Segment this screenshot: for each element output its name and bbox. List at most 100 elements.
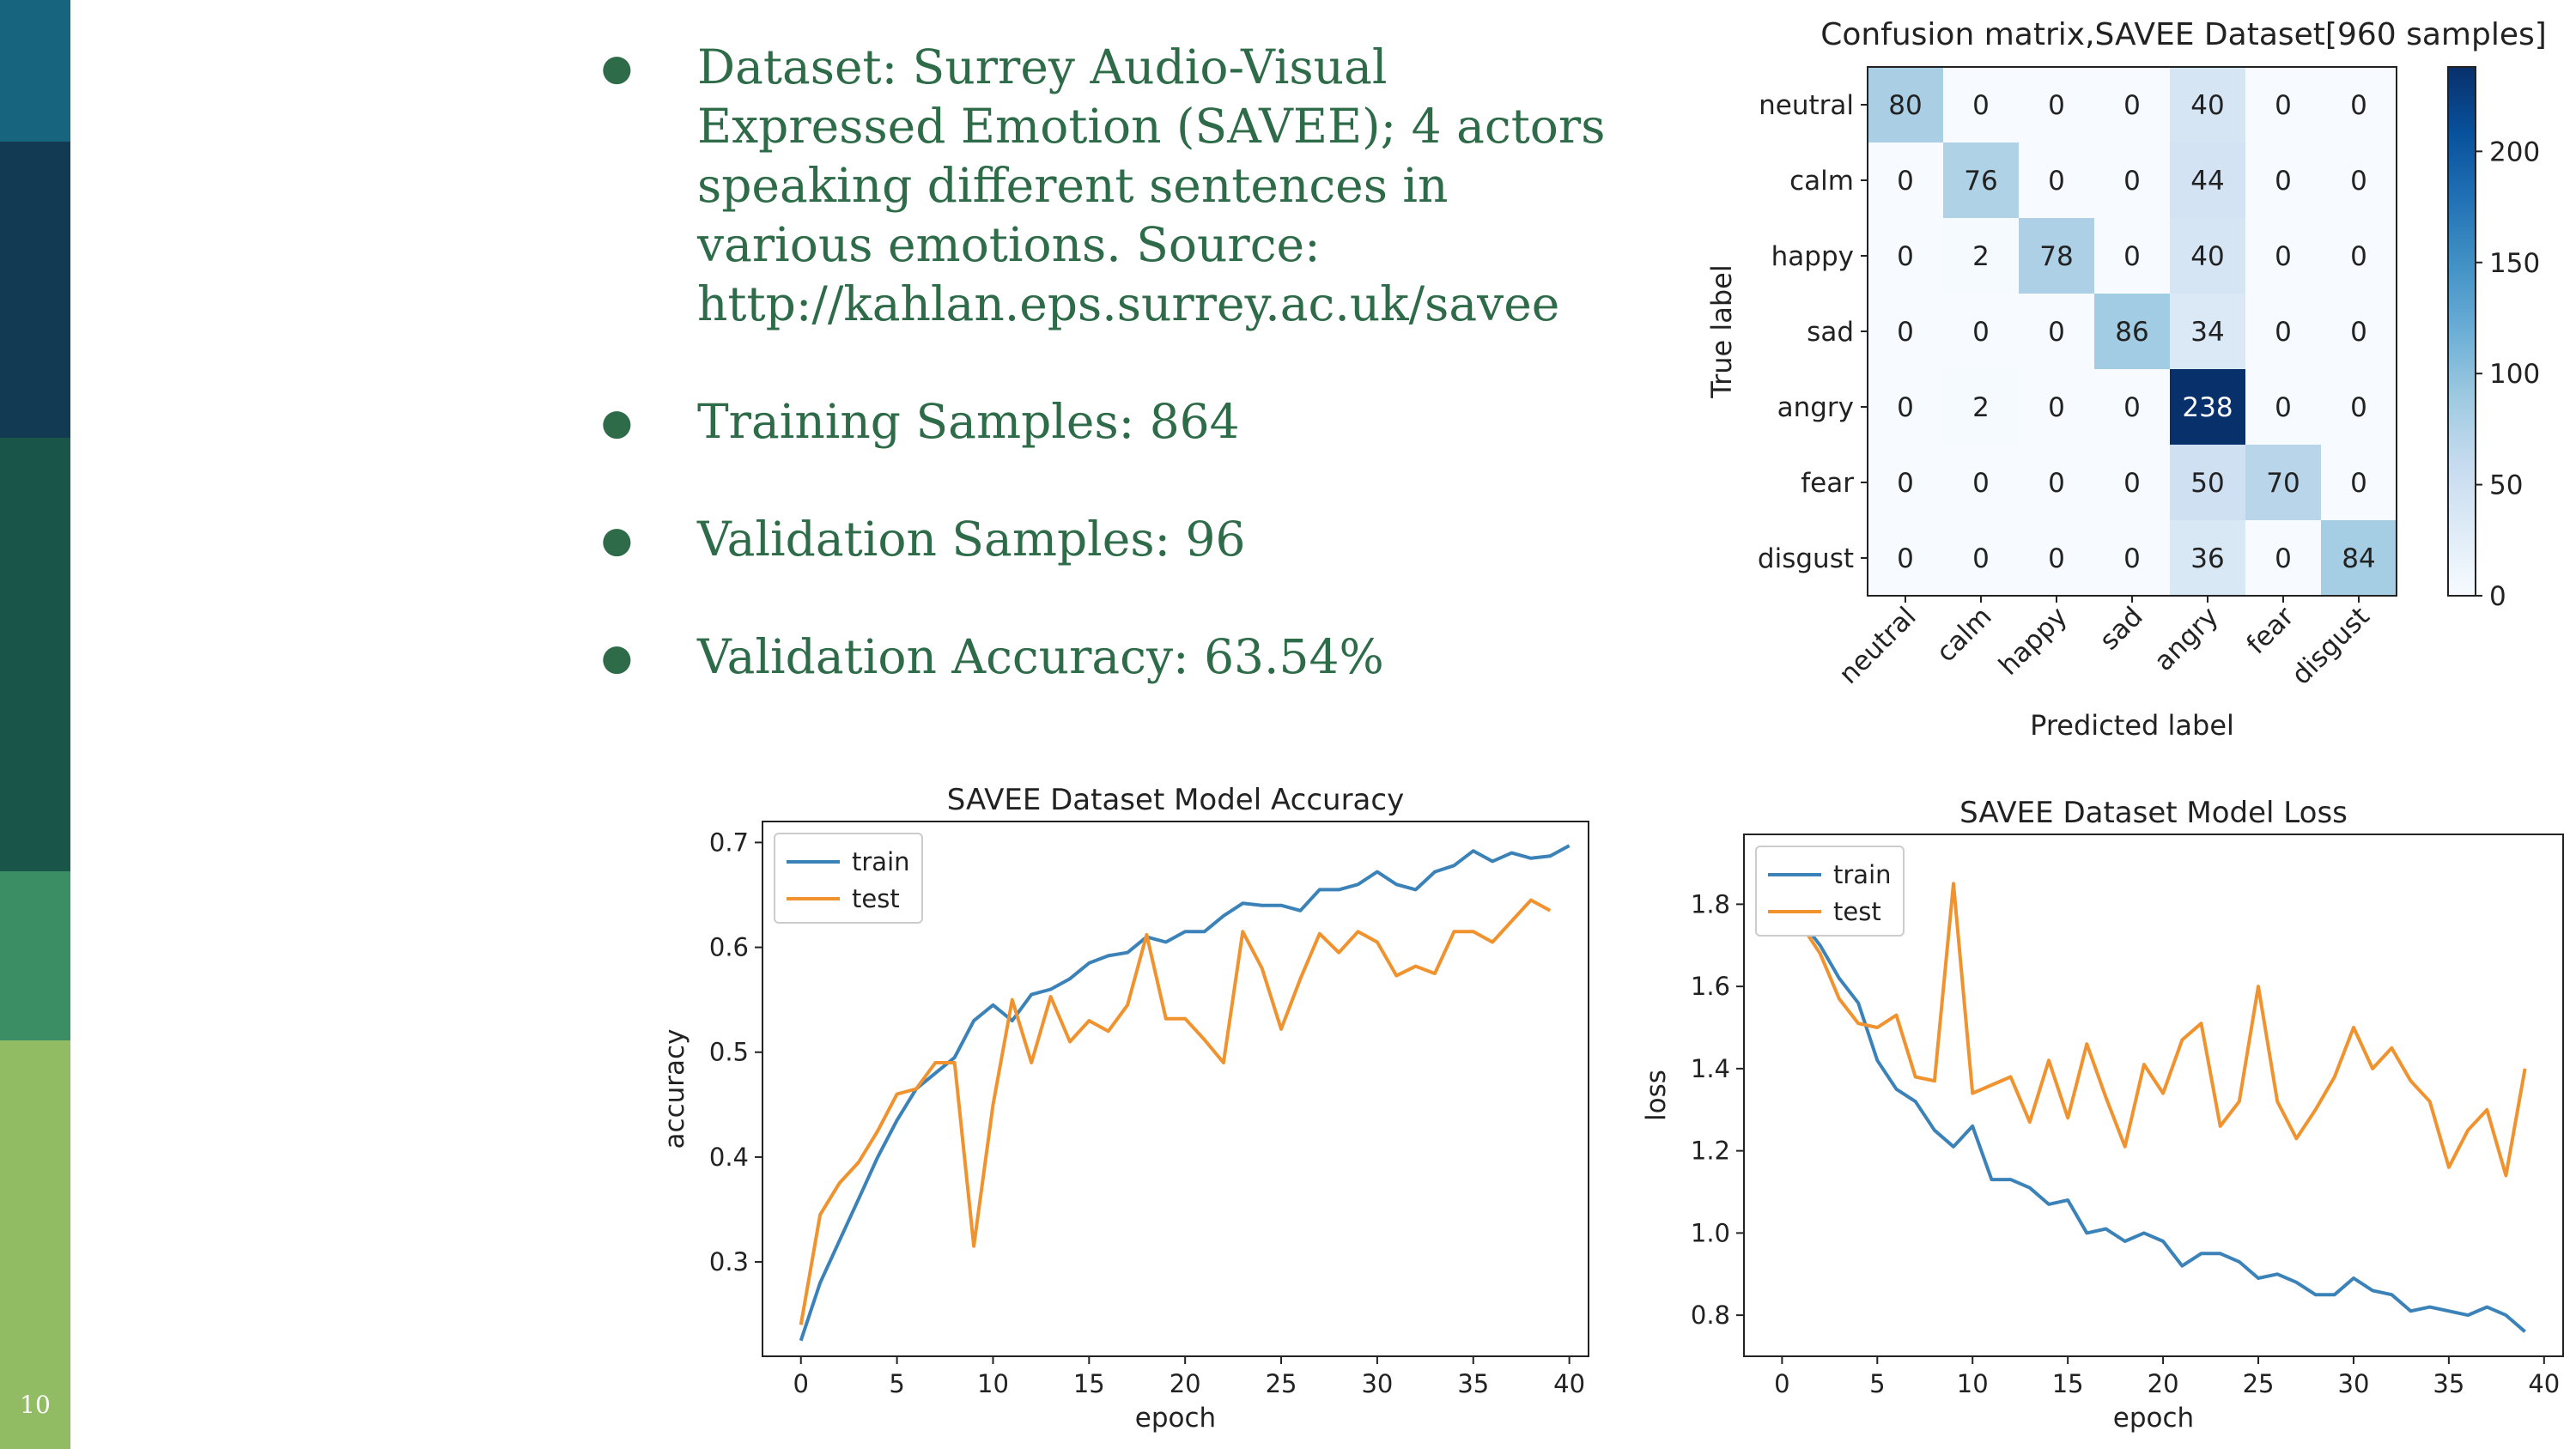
legend-label: test [1833, 897, 1881, 926]
y-tick-label: 0.4 [709, 1143, 749, 1172]
cm-cell-value: 86 [2115, 317, 2148, 348]
sidebar-band-5 [0, 1040, 70, 1449]
series-line-test [799, 898, 1552, 1325]
cm-cell [2170, 520, 2245, 596]
legend-label: test [852, 884, 900, 913]
cm-cell-value: 0 [2123, 392, 2141, 423]
cm-cell [1868, 67, 1943, 142]
cm-x-tick-label: sad [2093, 601, 2148, 656]
cm-cell-value: 40 [2190, 241, 2224, 272]
cm-cell-value: 238 [2182, 392, 2233, 423]
y-tick-label: 0.8 [1691, 1300, 1730, 1330]
cm-cell-value: 0 [1972, 543, 1990, 574]
cm-cell [1868, 369, 1943, 445]
cm-title: Confusion matrix,SAVEE Dataset[960 sampl… [1820, 17, 2547, 52]
x-tick-label: 25 [1266, 1369, 1297, 1398]
x-tick-label: 10 [977, 1369, 1009, 1398]
x-tick-label: 15 [1073, 1369, 1105, 1398]
cm-cell [2019, 142, 2094, 218]
cm-cell-value: 0 [2350, 90, 2367, 121]
y-axis-label: loss [1641, 1070, 1672, 1121]
x-tick-label: 10 [1957, 1369, 1989, 1398]
cm-cell-value: 0 [2350, 241, 2367, 272]
cm-colorbar-tick-label: 200 [2489, 136, 2540, 167]
cm-cell [2019, 369, 2094, 445]
cm-cell [2321, 520, 2397, 596]
sidebar-band-1 [0, 0, 70, 142]
cm-cell [1868, 520, 1943, 596]
y-tick-label: 1.6 [1691, 972, 1730, 1001]
cm-colorbar-tick-label: 50 [2489, 470, 2523, 501]
cm-cell-value: 36 [2190, 543, 2224, 574]
accuracy-chart: SAVEE Dataset Model Accuracy 0 5 10 15 20 25 30… [659, 783, 1589, 1434]
cm-cell [2094, 294, 2170, 369]
cm-cell-value: 0 [2048, 543, 2065, 574]
cm-cell [2245, 445, 2321, 520]
cm-y-tick-label: calm [1789, 166, 1854, 197]
cm-cell-value: 70 [2266, 468, 2300, 499]
cm-cell-value: 2 [1972, 392, 1990, 423]
y-tick-label: 1.4 [1691, 1054, 1730, 1083]
cm-cell [1943, 294, 2019, 369]
cm-cell-value: 2 [1972, 241, 1990, 272]
cm-cell-value: 0 [2123, 468, 2141, 499]
bullet-training-samples: Training Samples: 864 [601, 392, 1614, 452]
cm-colorbar-tick-label: 100 [2489, 359, 2540, 390]
cm-cell-value: 0 [2048, 166, 2065, 197]
cm-cell [2245, 142, 2321, 218]
cm-cell-value: 0 [2350, 392, 2367, 423]
loss-chart: SAVEE Dataset Model Loss 0 5 10 15 20 25 30 35 40… [1641, 796, 2564, 1434]
cm-colorbar-tick-label: 0 [2489, 581, 2506, 612]
chart-title: SAVEE Dataset Model Loss [1959, 796, 2348, 830]
cm-y-tick-label: sad [1807, 317, 1854, 348]
page-number: 10 [20, 1391, 51, 1419]
bullet-validation-accuracy: Validation Accuracy: 63.54% [601, 627, 1614, 687]
cm-cell-value: 0 [2048, 468, 2065, 499]
cm-cell [2094, 142, 2170, 218]
cm-cell-value: 76 [1964, 166, 1997, 197]
cm-cell [1868, 445, 1943, 520]
cm-cell-value: 0 [2048, 392, 2065, 423]
y-tick-label: 1.8 [1691, 889, 1730, 919]
cm-ylabel: True label [1705, 264, 1738, 399]
x-tick-label: 30 [2338, 1369, 2370, 1398]
x-tick-label: 0 [793, 1369, 809, 1398]
x-axis-label: epoch [1135, 1403, 1216, 1434]
cm-cell [2170, 142, 2245, 218]
cm-cell-value: 0 [2275, 317, 2292, 348]
series-line-train [799, 844, 1571, 1342]
y-tick-label: 0.7 [709, 828, 749, 857]
cm-cell [2321, 294, 2397, 369]
cm-cell [1943, 67, 2019, 142]
cm-y-tick-label: fear [1801, 468, 1854, 499]
cm-cell-value: 0 [2350, 317, 2367, 348]
cm-cell-value: 0 [2275, 392, 2292, 423]
cm-cell-value: 0 [1972, 317, 1990, 348]
x-tick-label: 25 [2243, 1369, 2275, 1398]
cm-cell [1868, 142, 1943, 218]
cm-cell-value: 0 [2123, 241, 2141, 272]
cm-cell [1868, 294, 1943, 369]
cm-cell-value: 0 [2123, 543, 2141, 574]
cm-cell [2321, 67, 2397, 142]
cm-cell-value: 84 [2342, 543, 2375, 574]
cm-cell [2019, 520, 2094, 596]
cm-cell [2321, 142, 2397, 218]
x-tick-label: 40 [1553, 1369, 1585, 1398]
confusion-matrix-chart: Confusion matrix,SAVEE Dataset[960 sampl… [1705, 17, 2547, 742]
cm-cell [2245, 520, 2321, 596]
cm-y-tick-label: angry [1777, 392, 1854, 423]
x-tick-label: 35 [1457, 1369, 1489, 1398]
cm-cell-value: 0 [1897, 166, 1914, 197]
cm-cell [2321, 369, 2397, 445]
cm-x-tick-label: fear [2241, 601, 2300, 660]
cm-cell-value: 0 [2275, 241, 2292, 272]
x-tick-label: 30 [1361, 1369, 1393, 1398]
cm-cell [2019, 67, 2094, 142]
cm-colorbar [2447, 66, 2476, 597]
bullet-list: Dataset: Surrey Audio-Visual Expressed E… [601, 38, 1614, 745]
sidebar-band-2 [0, 142, 70, 438]
cm-cell [1943, 520, 2019, 596]
cm-cell [2094, 218, 2170, 294]
cm-cell [2094, 67, 2170, 142]
